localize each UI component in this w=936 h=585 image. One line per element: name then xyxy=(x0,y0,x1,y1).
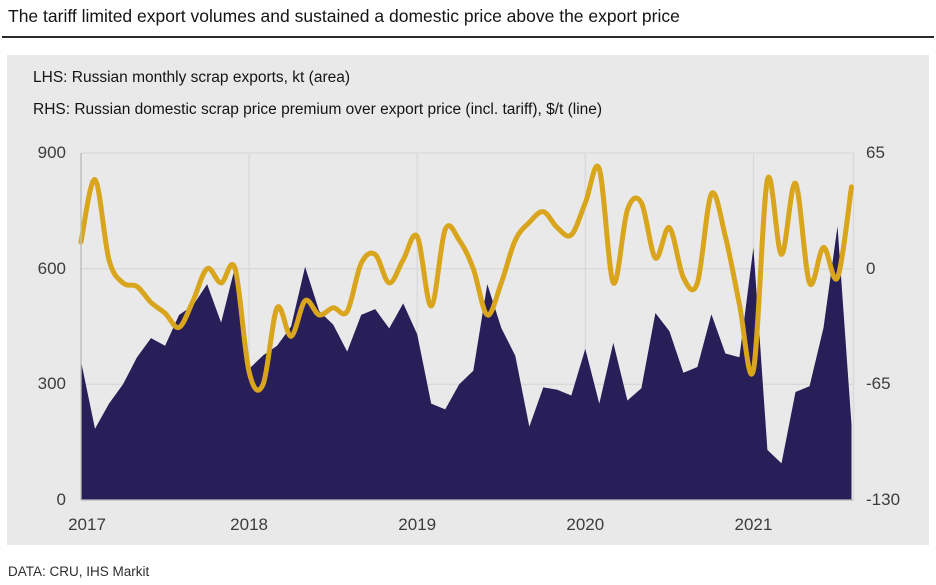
y-left-tick-900: 900 xyxy=(37,143,66,162)
premium-line-series xyxy=(78,163,854,393)
y-left-tick-300: 300 xyxy=(37,374,66,394)
source-footer: DATA: CRU, IHS Markit xyxy=(8,564,150,579)
y-right-tick--130: -130 xyxy=(866,490,901,509)
y-right-tick--65: -65 xyxy=(866,374,891,394)
x-tick-2019: 2019 xyxy=(398,515,437,534)
y-right-tick-0: 0 xyxy=(866,258,876,278)
legend-lhs-label: LHS: Russian monthly scrap exports, kt (… xyxy=(33,69,351,86)
legend-rhs-label: RHS: Russian domestic scrap price premiu… xyxy=(33,101,603,118)
x-tick-2018: 2018 xyxy=(230,515,268,534)
x-tick-2021: 2021 xyxy=(734,515,773,534)
x-tick-2017: 2017 xyxy=(68,515,106,534)
y-right-tick-65: 65 xyxy=(866,143,885,162)
page-title: The tariff limited export volumes and su… xyxy=(8,6,680,26)
title-rule xyxy=(2,36,934,38)
y-left-tick-600: 600 xyxy=(37,258,66,278)
exports-area-series xyxy=(81,226,852,501)
x-tick-2020: 2020 xyxy=(566,515,605,534)
y-left-tick-0: 0 xyxy=(56,490,66,509)
